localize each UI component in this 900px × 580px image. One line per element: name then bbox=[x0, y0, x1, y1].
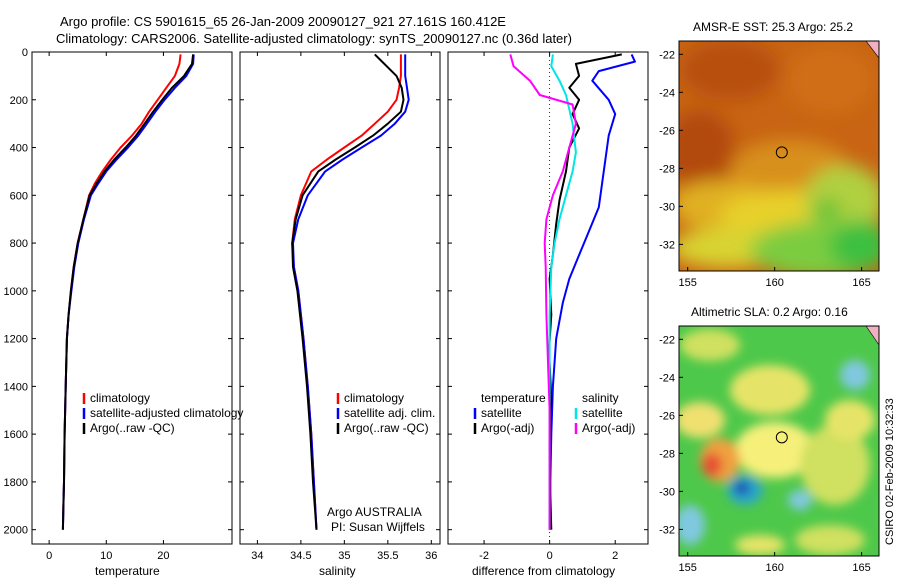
legend-sal-climatology-label: climatology bbox=[344, 391, 404, 405]
header-title-line2: Climatology: CARS2006. Satellite-adjuste… bbox=[56, 31, 572, 46]
side-timestamp: CSIRO 02-Feb-2009 10:32:33 bbox=[884, 398, 896, 545]
temperature-ytick-label: 1800 bbox=[4, 477, 28, 489]
legend-diff-sal-argo-label: Argo(-adj) bbox=[582, 421, 635, 435]
sst-map-ytick-label: -26 bbox=[659, 125, 675, 137]
salinity-series-satellite-adj-clim- bbox=[292, 54, 410, 530]
sla-map-xtick-label: 165 bbox=[852, 562, 870, 574]
temperature-ytick-label: 200 bbox=[10, 95, 28, 107]
temperature-axes-frame bbox=[31, 51, 233, 545]
legend-sal-satellite-label: satellite adj. clim. bbox=[344, 406, 435, 420]
temperature-ytick-label: 2000 bbox=[4, 525, 28, 537]
difference-xtick-label: 2 bbox=[612, 550, 618, 562]
difference-xtick-label: -2 bbox=[479, 550, 489, 562]
salinity-xtick-label: 35.5 bbox=[377, 550, 398, 562]
temperature-lines bbox=[61, 54, 195, 530]
temperature-xtick-label: 0 bbox=[46, 550, 52, 562]
sst-map-ytick-label: -32 bbox=[659, 239, 675, 251]
temperature-ticks: 0 10 2002004006008001000120014001600180020… bbox=[4, 47, 232, 562]
salinity-ticks: 34 34.5 35 35.5 36 bbox=[240, 51, 440, 562]
legend-diff-temp-satellite-label: satellite bbox=[481, 406, 522, 420]
sla-map-ytick-label: -32 bbox=[659, 524, 675, 536]
salinity-xtick-label: 35 bbox=[338, 550, 350, 562]
sst-map-panel: AMSR-E SST: 25.3 Argo: 25.2 155 160 165 -22… bbox=[659, 20, 880, 289]
sst-map-ytick-label: -24 bbox=[659, 87, 675, 99]
temperature-ytick-label: 0 bbox=[22, 47, 28, 59]
salinity-xtick-label: 34 bbox=[251, 550, 263, 562]
temperature-xlabel: temperature bbox=[95, 564, 160, 578]
salinity-annotation-line2: PI: Susan Wijffels bbox=[331, 520, 425, 534]
difference-lines bbox=[509, 53, 636, 530]
legend-diff-sal-satellite-label: satellite bbox=[582, 406, 623, 420]
sst-argo-location-marker bbox=[775, 146, 788, 159]
temperature-panel: 0 10 2002004006008001000120014001600180020… bbox=[4, 47, 244, 578]
sla-map-ytick-label: -26 bbox=[659, 410, 675, 422]
sst-map-ytick-label: -30 bbox=[659, 201, 675, 213]
legend-diff-salinity-header-label: salinity bbox=[582, 391, 619, 405]
sst-map-frame bbox=[678, 40, 880, 272]
sla-map-frame bbox=[678, 325, 880, 557]
difference-series-salinity-satellite bbox=[548, 54, 577, 530]
legend-sal-argo-label: Argo(..raw -QC) bbox=[344, 421, 429, 435]
difference-series-temperature-satellite bbox=[548, 53, 636, 530]
difference-xtick-label: 0 bbox=[547, 550, 553, 562]
salinity-series-argo-raw-qc- bbox=[291, 53, 405, 530]
salinity-panel: 34 34.5 35 35.5 36 salinity climatologysatel… bbox=[239, 51, 441, 578]
difference-series-temperature-argo-adj- bbox=[548, 53, 623, 530]
temperature-series-satellite-adjusted-climatology bbox=[61, 54, 195, 530]
salinity-xlabel: salinity bbox=[319, 564, 356, 578]
sst-map-field bbox=[679, 41, 879, 271]
sla-map-ytick-label: -22 bbox=[659, 334, 675, 346]
sst-map-ytick-label: -22 bbox=[659, 49, 675, 61]
temperature-xtick-label: 20 bbox=[157, 550, 169, 562]
salinity-xtick-label: 36 bbox=[425, 550, 437, 562]
temperature-ytick-label: 1400 bbox=[4, 381, 28, 393]
sla-map-ytick-label: -24 bbox=[659, 372, 675, 384]
temperature-ytick-label: 1200 bbox=[4, 334, 28, 346]
legend-diff-temperature-header-label: temperature bbox=[481, 391, 546, 405]
sla-map-xtick-label: 160 bbox=[765, 562, 783, 574]
sst-map-xtick-label: 160 bbox=[765, 277, 783, 289]
sst-map-ytick-label: -28 bbox=[659, 163, 675, 175]
sla-map-ticks: 155 160 165 -22 -24 -26 -28 -30 -32 bbox=[659, 334, 871, 574]
difference-legend: temperaturesatelliteArgo(-adj)salinitysa… bbox=[473, 391, 635, 435]
sla-map-ytick-label: -30 bbox=[659, 486, 675, 498]
salinity-xtick-label: 34.5 bbox=[290, 550, 311, 562]
salinity-lines bbox=[291, 53, 410, 530]
sla-map-panel: Altimetric SLA: 0.2 Argo: 0.16 bbox=[659, 305, 880, 574]
difference-panel: -2 0 2 difference from climatology tempera… bbox=[447, 51, 649, 578]
sst-map-ticks: 155 160 165 -22 -24 -26 -28 -30 -32 bbox=[659, 49, 871, 289]
legend-temp-satellite-label: satellite-adjusted climatology bbox=[90, 406, 243, 420]
difference-axes-frame bbox=[447, 51, 649, 545]
sla-map-field bbox=[679, 326, 879, 556]
sst-map-xtick-label: 165 bbox=[852, 277, 870, 289]
sst-map-xtick-label: 155 bbox=[679, 277, 697, 289]
difference-ticks: -2 0 2 bbox=[448, 51, 648, 562]
temperature-xtick-label: 10 bbox=[100, 550, 112, 562]
salinity-axes-frame bbox=[239, 51, 441, 545]
temperature-ytick-label: 600 bbox=[10, 190, 28, 202]
difference-series-salinity-argo-adj- bbox=[509, 54, 577, 530]
sla-argo-location-marker bbox=[775, 431, 788, 444]
legend-diff-temp-argo-label: Argo(-adj) bbox=[481, 421, 534, 435]
temperature-series-argo-raw-qc- bbox=[61, 54, 195, 530]
temperature-series-climatology bbox=[61, 54, 182, 530]
temperature-ytick-label: 400 bbox=[10, 143, 28, 155]
legend-temp-argo-label: Argo(..raw -QC) bbox=[90, 421, 175, 435]
temperature-ytick-label: 800 bbox=[10, 238, 28, 250]
sla-map-xtick-label: 155 bbox=[679, 562, 697, 574]
legend-temp-climatology-label: climatology bbox=[90, 391, 150, 405]
temperature-ytick-label: 1600 bbox=[4, 429, 28, 441]
sla-map-ytick-label: -28 bbox=[659, 448, 675, 460]
temperature-ytick-label: 1000 bbox=[4, 286, 28, 298]
salinity-annotation-line1: Argo AUSTRALIA bbox=[327, 505, 422, 519]
sla-map-title: Altimetric SLA: 0.2 Argo: 0.16 bbox=[691, 305, 848, 319]
header-title-line1: Argo profile: CS 5901615_65 26-Jan-2009 … bbox=[60, 14, 506, 29]
sst-map-title: AMSR-E SST: 25.3 Argo: 25.2 bbox=[693, 20, 853, 34]
difference-xlabel: difference from climatology bbox=[472, 564, 615, 578]
